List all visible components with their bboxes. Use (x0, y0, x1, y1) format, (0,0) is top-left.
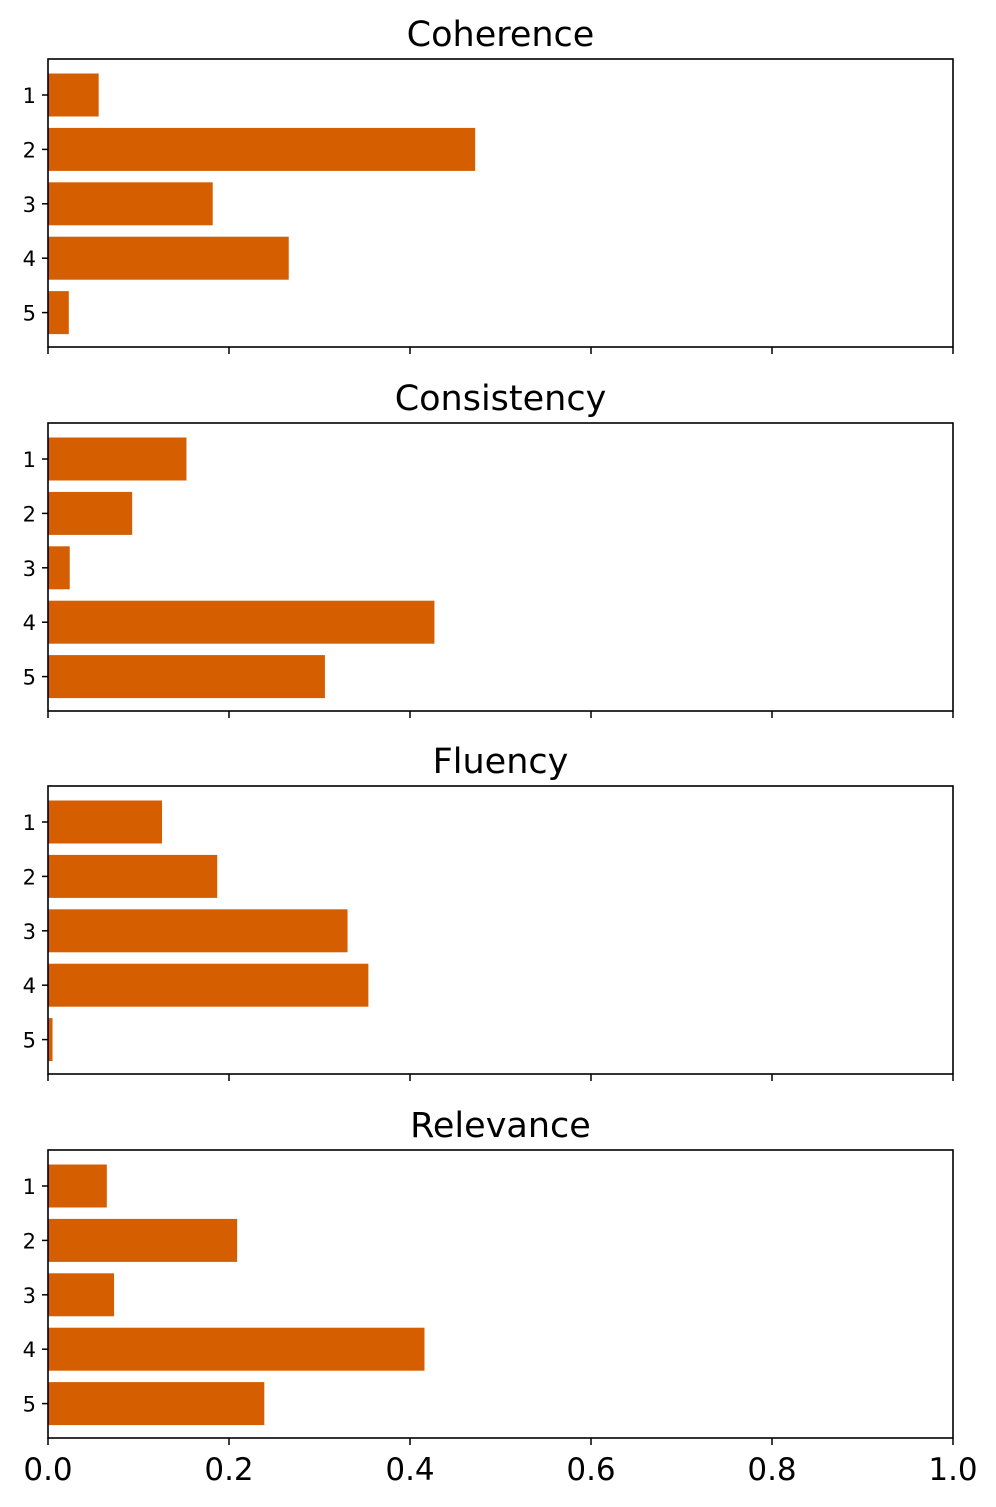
y-tick-label: 4 (23, 974, 36, 998)
bar-3 (48, 909, 348, 953)
subplot-consistency: Consistency 1 2 3 4 5 (23, 379, 954, 718)
plot-frame (47, 58, 954, 348)
y-tick-label: 4 (23, 247, 36, 271)
y-tick-label: 3 (23, 557, 36, 581)
bar-3 (48, 546, 70, 590)
bar-1 (48, 1164, 107, 1208)
y-tick-label: 4 (23, 1338, 36, 1362)
x-tick-label: 0.0 (23, 1452, 72, 1488)
bar-1 (48, 800, 163, 844)
plot-frame (47, 1149, 954, 1439)
y-tick-label: 1 (23, 84, 36, 108)
bar-4 (48, 236, 289, 280)
bar-3 (48, 1273, 115, 1317)
bar-2 (48, 491, 133, 535)
subplot-coherence: Coherence 1 2 3 4 5 (23, 15, 954, 354)
bar-4 (48, 1327, 425, 1371)
bar-3 (48, 182, 213, 226)
x-tick-label: 0.4 (385, 1452, 434, 1488)
bar-4 (48, 600, 435, 644)
x-tick-label: 0.2 (204, 1452, 253, 1488)
y-tick-label: 2 (23, 138, 36, 162)
subplot-title: Coherence (407, 15, 595, 55)
y-tick-label: 3 (23, 193, 36, 217)
bar-2 (48, 1218, 238, 1262)
y-tick-label: 3 (23, 920, 36, 944)
bar-5 (48, 1018, 53, 1062)
x-tick-label: 0.8 (747, 1452, 796, 1488)
subplot-title: Consistency (395, 379, 607, 419)
y-tick-label: 1 (23, 1175, 36, 1199)
subplot-fluency: Fluency 1 2 3 4 5 (23, 742, 954, 1081)
bar-4 (48, 963, 369, 1007)
subplot-title: Fluency (433, 742, 569, 782)
bar-1 (48, 73, 99, 117)
y-tick-label: 5 (23, 666, 36, 690)
bar-2 (48, 127, 476, 171)
plot-frame (47, 785, 954, 1075)
bar-5 (48, 655, 325, 699)
subplot-relevance: Relevance 1 2 3 4 5 0.0 0.2 0.4 0.6 0.8 1.0 (23, 1106, 978, 1488)
y-tick-label: 3 (23, 1284, 36, 1308)
y-tick-label: 1 (23, 811, 36, 835)
bar-2 (48, 854, 218, 898)
y-tick-label: 1 (23, 448, 36, 472)
subplot-title: Relevance (410, 1106, 591, 1146)
bar-1 (48, 437, 187, 481)
y-tick-label: 5 (23, 302, 36, 326)
bar-5 (48, 1382, 265, 1426)
y-tick-label: 2 (23, 865, 36, 889)
y-tick-label: 4 (23, 611, 36, 635)
plot-frame (47, 422, 954, 712)
x-tick-label: 1.0 (928, 1452, 977, 1488)
y-tick-label: 2 (23, 1229, 36, 1253)
x-tick-label: 0.6 (566, 1452, 615, 1488)
y-tick-label: 2 (23, 502, 36, 526)
y-tick-label: 5 (23, 1393, 36, 1417)
y-tick-label: 5 (23, 1029, 36, 1053)
bar-5 (48, 291, 69, 335)
